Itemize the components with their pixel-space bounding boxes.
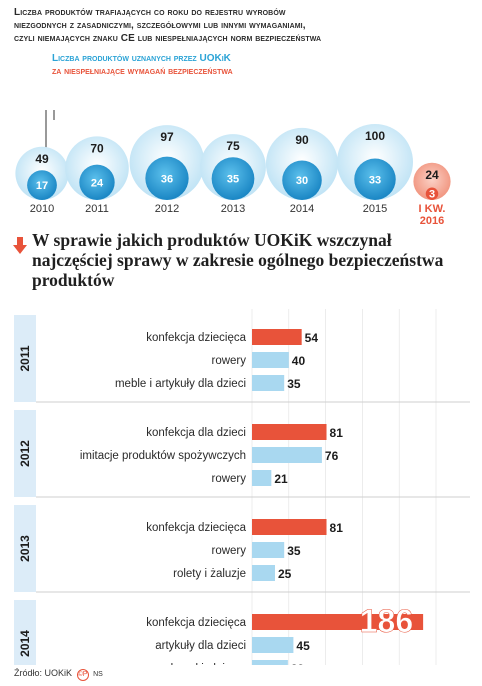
- bar-category-label: rowery: [211, 473, 246, 485]
- legend-uokik-text: Liczba produktów uznanych przez UOKiK za…: [52, 52, 233, 78]
- bubble-year-label: 2014: [290, 203, 314, 215]
- bar: [252, 352, 289, 368]
- bar-category-label: meble i artykuły dla dzieci: [115, 378, 246, 390]
- bubble-outer-label: 97: [160, 130, 174, 144]
- source-tag: NS: [93, 671, 103, 678]
- bubble-year-label: 2012: [155, 203, 179, 215]
- bubble-inner-label: 35: [227, 174, 239, 186]
- bar-category-label: konfekcja dziecięca: [146, 522, 246, 534]
- bar-category-label: rowery: [211, 355, 246, 367]
- bar: [252, 424, 327, 440]
- bubble-inner-label: 3: [429, 189, 435, 201]
- bar-value-label: 40: [292, 354, 306, 368]
- bubble-year-label: 2010: [30, 203, 54, 215]
- bar-value-label: 39: [291, 662, 305, 665]
- bar: [252, 329, 302, 345]
- bar: [252, 375, 285, 391]
- bar: [252, 637, 294, 653]
- bar: [252, 470, 272, 486]
- headline: W sprawie jakich produktów UOKiK wszczyn…: [32, 230, 444, 290]
- bar-value-label: 81: [330, 521, 344, 535]
- bubble-inner-label: 30: [296, 175, 308, 187]
- bar-value-label: 81: [330, 426, 344, 440]
- year-band: [14, 505, 36, 592]
- bubble-inner: [211, 157, 255, 200]
- bar-category-label: lampki olejowe: [171, 663, 246, 665]
- bubble-outer-label: 24: [425, 168, 439, 182]
- bar-value-label: 21: [274, 472, 288, 486]
- bubble-year-label: 2016: [420, 215, 444, 227]
- bar-category-label: konfekcja dziecięca: [146, 332, 246, 344]
- bar-category-label: konfekcja dziecięca: [146, 617, 246, 629]
- legend-registry-line: niezgodnych z zasadniczymi, szczegółowym…: [14, 20, 306, 31]
- bubble-inner: [282, 160, 322, 200]
- year-label: 2014: [18, 630, 32, 657]
- bubble-inner: [354, 158, 396, 200]
- bar-chart-svg: 2011 konfekcja dziecięca 54 rowery 40 meble i…: [14, 309, 470, 665]
- bubble-outer-label: 49: [35, 152, 49, 166]
- source-line: Źródło: UOKiK ©P NS: [14, 668, 103, 681]
- bubble-chart: 49 17 2010 70 24 2011 97 36 2012 75 35 2013 90 30 2014…: [0, 110, 482, 230]
- year-label: 2011: [18, 345, 32, 371]
- year-band: [14, 315, 36, 402]
- bubble-inner: [27, 170, 57, 200]
- legend-uokik-line: za niespełniające wymagań bezpieczeństwa: [52, 66, 233, 77]
- bar-category-label: artykuły dla dzieci: [155, 640, 246, 652]
- source-label: Źródło: UOKiK: [14, 668, 73, 678]
- bubble-chart-svg: 49 17 2010 70 24 2011 97 36 2012 75 35 2013 90 30 2014…: [15, 110, 451, 227]
- bubble-year-label: 2015: [363, 203, 387, 215]
- bar-value-label: 25: [278, 567, 292, 581]
- bubble-year-label: 2013: [221, 203, 245, 215]
- bubble-inner-label: 36: [161, 173, 173, 185]
- bubble-inner-label: 33: [369, 174, 381, 186]
- bubble-outer: [413, 162, 451, 200]
- bar-value-label: 54: [305, 331, 319, 345]
- bar: [252, 660, 288, 665]
- bar: [252, 565, 275, 581]
- bubble-year-label: 2011: [85, 203, 109, 215]
- bubble-inner-label: 17: [36, 180, 48, 192]
- top-legend: Liczba produktów trafiających co roku do…: [14, 6, 474, 45]
- bar-value-label: 186: [360, 603, 413, 639]
- bubble-year-label: I KW.: [419, 203, 446, 215]
- bar-value-label: 76: [325, 449, 339, 463]
- bar: [252, 519, 327, 535]
- bubble-outer-label: 100: [365, 129, 385, 143]
- year-band: [14, 600, 36, 665]
- year-band: [14, 410, 36, 497]
- legend-registry-line: Liczba produktów trafiających co roku do…: [14, 7, 286, 18]
- bar: [252, 542, 285, 558]
- bar-category-label: imitacje produktów spożywczych: [80, 450, 246, 462]
- year-label: 2013: [18, 535, 32, 562]
- copyright-logo: ©P: [76, 669, 89, 681]
- bar-category-label: konfekcja dla dzieci: [146, 427, 246, 439]
- bubble-inner-label: 24: [91, 177, 104, 189]
- year-label: 2012: [18, 440, 32, 467]
- bubble-outer-label: 75: [226, 139, 240, 153]
- bar: [252, 614, 424, 630]
- bar-category-label: rowery: [211, 545, 246, 557]
- bar: [252, 447, 322, 463]
- bubble-inner: [79, 164, 115, 200]
- bar-category-label: rolety i żaluzje: [173, 568, 246, 580]
- bubble-outer-label: 70: [90, 141, 104, 155]
- bar-value-label: 35: [287, 377, 301, 391]
- bubble-inner: [425, 187, 439, 200]
- legend-registry-line: czyli niemających znaku CE lub niespełni…: [14, 33, 322, 44]
- bar-value-label: 35: [287, 544, 301, 558]
- arrow-down-icon: [13, 237, 27, 254]
- bar-value-label: 45: [296, 639, 310, 653]
- bubble-outer-label: 90: [295, 133, 309, 147]
- legend-uokik-line: Liczba produktów uznanych przez UOKiK: [52, 53, 231, 64]
- legend-registry-text: Liczba produktów trafiających co roku do…: [14, 6, 474, 45]
- bubble-inner: [145, 156, 189, 200]
